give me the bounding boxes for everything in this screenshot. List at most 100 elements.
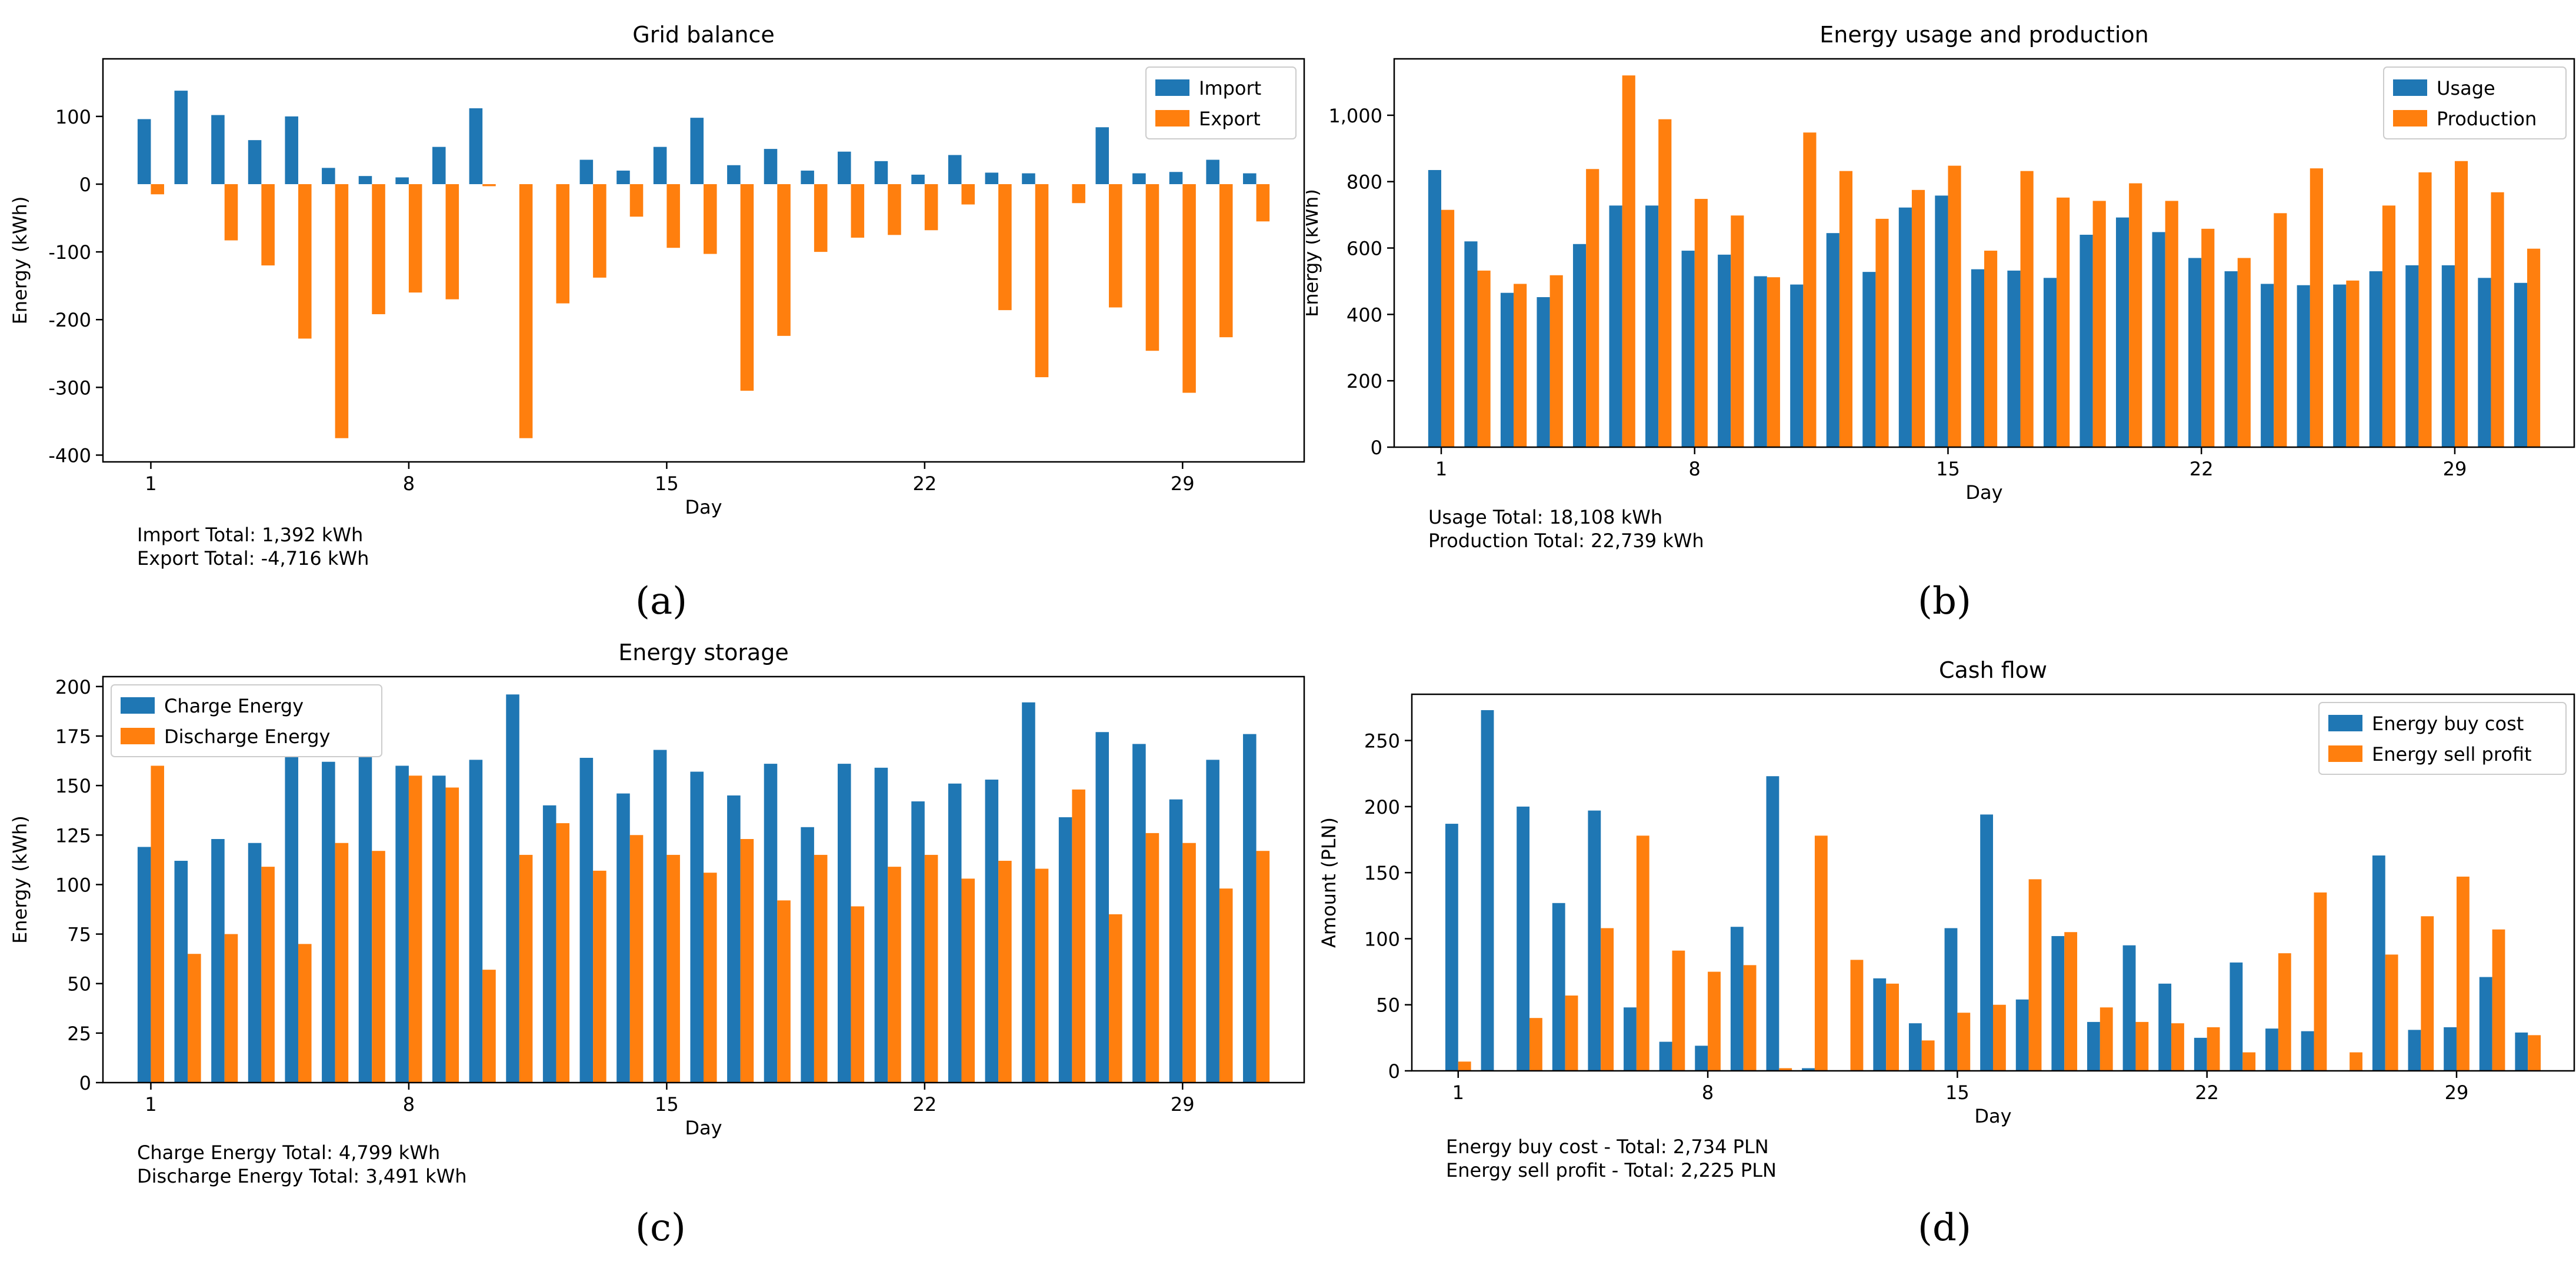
x-tick-label: 1: [1452, 1081, 1464, 1104]
bar: [542, 805, 556, 1083]
bar: [2382, 205, 2396, 447]
bar: [1624, 1007, 1637, 1071]
bar: [469, 108, 483, 184]
bar: [1022, 702, 1035, 1083]
bar: [137, 847, 151, 1083]
x-tick-label: 29: [1171, 472, 1195, 495]
bar: [985, 780, 999, 1083]
y-tick-label: 0: [79, 174, 91, 196]
bar: [1445, 824, 1458, 1071]
legend-swatch: [121, 697, 155, 714]
total-note: Production Total: 22,739 kWh: [1428, 530, 1704, 552]
bar: [408, 184, 422, 293]
bar: [432, 775, 446, 1083]
caption-a: (a): [635, 580, 688, 623]
legend-swatch: [2393, 79, 2427, 96]
bar: [2129, 183, 2142, 447]
x-tick-label: 8: [1702, 1081, 1714, 1104]
bar: [653, 147, 667, 184]
bar: [2418, 172, 2432, 447]
bar: [2310, 168, 2323, 447]
bar: [1826, 233, 1839, 447]
bar: [261, 184, 275, 266]
bar: [579, 758, 594, 1083]
y-axis-label: Energy (kWh): [9, 197, 31, 325]
bar: [1441, 209, 1455, 447]
bar: [2064, 932, 2078, 1071]
bar: [2015, 999, 2029, 1071]
legend-swatch: [1155, 79, 1189, 96]
bar: [2527, 248, 2541, 447]
y-tick-label: 100: [1364, 928, 1400, 950]
bar: [151, 765, 164, 1083]
bar: [335, 184, 349, 438]
bar: [285, 750, 298, 1083]
bar: [1971, 269, 1984, 447]
y-tick-label: -100: [48, 241, 91, 264]
legend-swatch: [121, 728, 155, 744]
bar: [616, 793, 630, 1083]
bar: [2372, 855, 2385, 1071]
bar: [2333, 284, 2347, 447]
y-tick-label: 75: [67, 924, 91, 946]
y-tick-label: 100: [55, 106, 91, 128]
bar: [445, 787, 459, 1083]
legend-swatch: [1155, 110, 1189, 126]
legend-box: [2383, 66, 2567, 139]
x-tick-label: 8: [403, 472, 415, 495]
bar: [2237, 258, 2251, 447]
y-tick-label: 0: [1388, 1060, 1400, 1083]
bar: [1552, 903, 1565, 1071]
bar: [372, 184, 385, 315]
y-tick-label: 200: [55, 676, 91, 698]
legend-swatch: [2328, 715, 2362, 731]
x-tick-label: 22: [912, 1093, 937, 1116]
bar: [814, 184, 828, 252]
bar: [469, 760, 483, 1083]
bar: [1549, 275, 1563, 447]
bar: [961, 878, 975, 1083]
bar: [322, 168, 335, 184]
bar: [1767, 277, 1780, 447]
bar: [1766, 776, 1779, 1071]
bar: [2100, 1007, 2113, 1071]
total-note: Charge Energy Total: 4,799 kWh: [137, 1141, 440, 1164]
bar: [1886, 983, 1899, 1071]
bar: [1609, 205, 1622, 447]
y-tick-label: 200: [1364, 796, 1400, 818]
bar: [1072, 184, 1085, 204]
bar: [248, 843, 262, 1083]
bar: [506, 694, 519, 1083]
legend-swatch: [2393, 110, 2427, 126]
bar: [838, 151, 851, 184]
bar: [358, 176, 372, 184]
chart-cash-flow: Cash flow 0 50 100 150 200 250 1 8 15 22 29 Day Amoun…: [1318, 657, 2575, 1181]
bar: [2230, 962, 2243, 1071]
x-tick-label: 1: [145, 1093, 156, 1116]
bar: [653, 750, 667, 1083]
bar: [2201, 228, 2215, 447]
panel-d: Cash flow 0 50 100 150 200 250 1 8 15 22 29 Day Amoun…: [1306, 635, 2576, 1209]
x-tick-label: 29: [2443, 458, 2467, 480]
bar: [616, 170, 630, 184]
bar: [1219, 184, 1233, 338]
bar: [2314, 892, 2327, 1071]
chart-title: Cash flow: [1939, 657, 2047, 683]
x-tick-label: 15: [655, 1093, 679, 1116]
x-axis-label: Day: [685, 1117, 722, 1139]
bar: [2369, 271, 2382, 447]
bar: [1659, 1041, 1672, 1071]
bar: [2492, 929, 2505, 1071]
bar: [1850, 960, 1864, 1071]
bar: [1428, 169, 1441, 447]
bar: [211, 839, 225, 1083]
bar: [1622, 75, 1635, 447]
bar: [358, 694, 372, 1083]
x-tick-label: 22: [2190, 458, 2214, 480]
bar: [1839, 171, 1853, 447]
bar: [814, 854, 828, 1083]
y-tick-label: 125: [55, 824, 91, 847]
bar: [1256, 184, 1270, 222]
bar: [1035, 868, 1049, 1083]
bar: [1022, 173, 1035, 184]
